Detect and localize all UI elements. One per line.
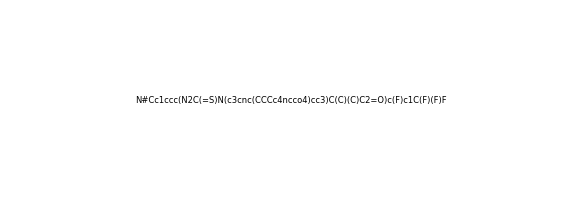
Text: N#Cc1ccc(N2C(=S)N(c3cnc(CCCc4ncco4)cc3)C(C)(C)C2=O)c(F)c1C(F)(F)F: N#Cc1ccc(N2C(=S)N(c3cnc(CCCc4ncco4)cc3)C… — [135, 96, 446, 105]
